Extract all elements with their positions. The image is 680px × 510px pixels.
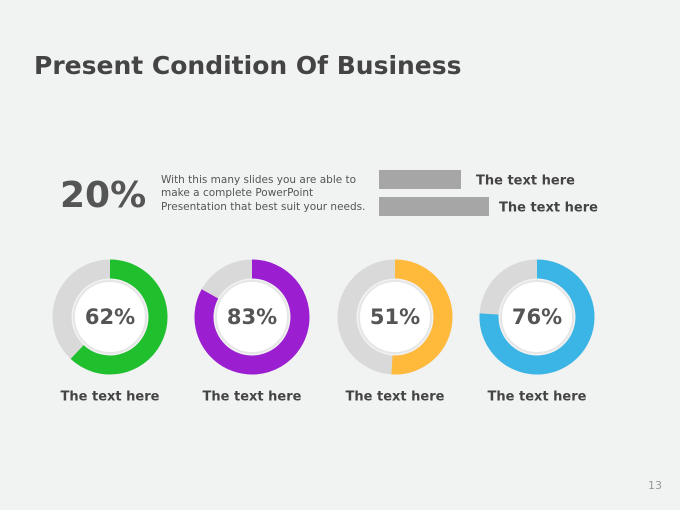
legend-bar bbox=[379, 170, 461, 189]
donut-arc bbox=[479, 259, 595, 375]
donut-caption: The text here bbox=[346, 390, 445, 405]
legend-label: The text here bbox=[476, 174, 575, 189]
donut-label: 83% bbox=[227, 305, 277, 329]
legend-bar bbox=[379, 197, 489, 216]
highlight-text: With this many slides you are able to bbox=[161, 174, 356, 186]
donut-arc bbox=[194, 259, 310, 375]
donut-label: 76% bbox=[512, 305, 562, 329]
donut-center bbox=[215, 280, 289, 354]
donut-arc bbox=[70, 259, 168, 375]
donut-center bbox=[73, 280, 147, 354]
highlight-text: make a complete PowerPoint bbox=[161, 187, 313, 199]
donut-center bbox=[358, 280, 432, 354]
highlight-figure: 20% bbox=[60, 175, 146, 216]
page-number: 13 bbox=[648, 479, 662, 492]
highlight-text: Presentation that best suit your needs. bbox=[161, 201, 365, 213]
donut-label: 62% bbox=[85, 305, 135, 329]
donut-caption: The text here bbox=[488, 390, 587, 405]
donut-arc bbox=[391, 259, 453, 375]
donut-caption: The text here bbox=[61, 390, 160, 405]
slide-title: Present Condition Of Business bbox=[34, 51, 462, 80]
legend-label: The text here bbox=[499, 201, 598, 216]
donut-label: 51% bbox=[370, 305, 420, 329]
donut-center bbox=[500, 280, 574, 354]
donut-caption: The text here bbox=[203, 390, 302, 405]
